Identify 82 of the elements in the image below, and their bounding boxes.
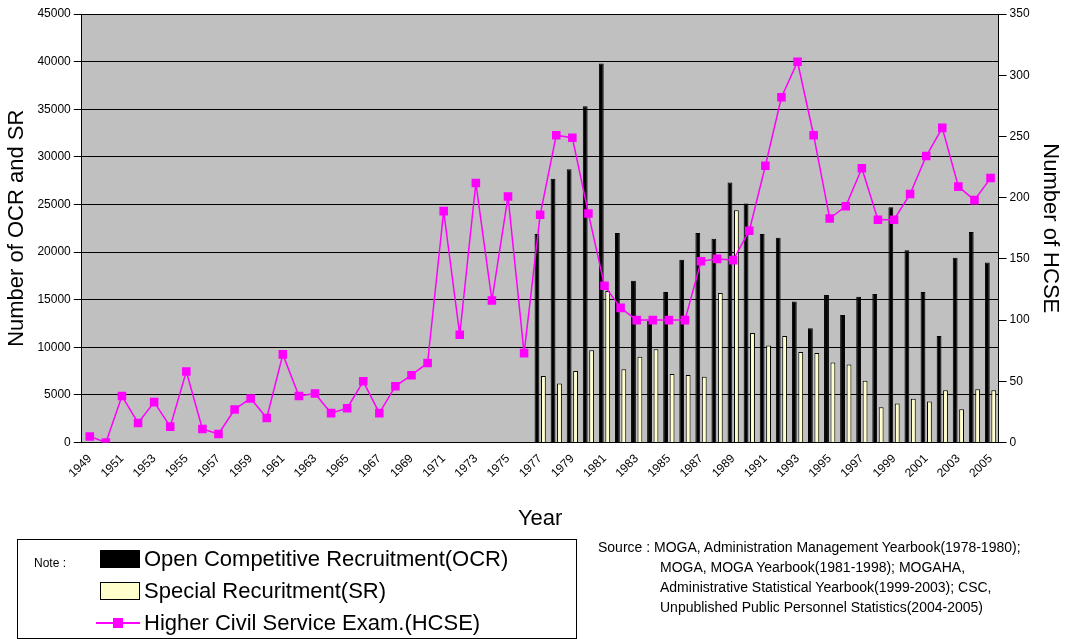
point xyxy=(375,408,384,418)
point xyxy=(744,226,754,236)
point xyxy=(889,215,899,224)
x-axis-title: Year xyxy=(517,504,563,530)
y2-tick-label: 150 xyxy=(1009,251,1030,266)
y-tick-label: 10000 xyxy=(37,339,72,354)
y2-tick-label: 50 xyxy=(1009,373,1024,388)
point xyxy=(117,391,127,401)
point xyxy=(503,192,513,201)
point xyxy=(712,254,722,264)
point xyxy=(278,350,288,359)
y2-tick-label: 350 xyxy=(1009,6,1030,21)
y-tick-label: 25000 xyxy=(37,196,72,211)
point xyxy=(407,370,416,380)
point xyxy=(648,315,658,325)
point xyxy=(616,303,625,313)
point xyxy=(825,214,834,223)
point xyxy=(905,189,915,199)
point xyxy=(970,195,979,205)
point xyxy=(664,315,674,325)
point xyxy=(230,405,239,414)
point xyxy=(857,163,867,173)
legend-title: Note : xyxy=(34,556,67,570)
point xyxy=(342,403,352,413)
y2-tick-label: 300 xyxy=(1009,67,1030,82)
y-tick-label: 20000 xyxy=(37,244,72,259)
point xyxy=(777,92,786,102)
point xyxy=(954,182,963,191)
y-tick-label: 45000 xyxy=(37,6,72,21)
point xyxy=(246,394,255,403)
y-tick-label: 40000 xyxy=(37,53,72,68)
point xyxy=(696,257,706,266)
legend-label: Special Recuritment(SR) xyxy=(144,578,387,604)
point xyxy=(455,330,465,340)
y-tick-label: 0 xyxy=(64,434,72,449)
y-tick-label: 35000 xyxy=(37,101,72,116)
point xyxy=(600,281,609,291)
point xyxy=(423,358,432,368)
point xyxy=(487,296,497,305)
point xyxy=(551,130,561,140)
y2-tick-label: 250 xyxy=(1009,128,1030,143)
point xyxy=(326,408,336,418)
point xyxy=(986,173,995,183)
point xyxy=(921,151,931,161)
point xyxy=(938,123,947,133)
point xyxy=(809,130,818,140)
point xyxy=(165,422,175,431)
y2-tick-label: 200 xyxy=(1009,189,1030,204)
point xyxy=(873,215,883,224)
point xyxy=(471,178,481,188)
point xyxy=(519,348,529,358)
point xyxy=(85,432,95,441)
point xyxy=(535,210,545,220)
point xyxy=(198,424,207,434)
y-tick-label: 5000 xyxy=(44,387,72,402)
y2-tick-label: 100 xyxy=(1009,312,1030,327)
y2-axis-title: Number of HCSE xyxy=(1038,143,1064,314)
point xyxy=(262,413,272,423)
point xyxy=(761,161,770,171)
point xyxy=(568,133,577,142)
point xyxy=(391,381,400,391)
legend-label: Open Competitive Recruitment(OCR) xyxy=(144,546,509,572)
point xyxy=(133,418,143,428)
point xyxy=(214,429,223,439)
point xyxy=(841,201,851,211)
point xyxy=(584,209,593,218)
point xyxy=(310,389,320,398)
point xyxy=(728,255,738,265)
y2-tick-label: 0 xyxy=(1009,434,1017,449)
y-tick-label: 15000 xyxy=(37,292,72,307)
point xyxy=(358,377,368,386)
point xyxy=(793,57,802,67)
legend-label: Higher Civil Service Exam.(HCSE) xyxy=(144,610,481,636)
source-note: Source : MOGA, Administration Management Yearbook(1978-1980); MOGA, MOGA Yearbook(1981-1998); MOGAHA, Administrative Statistical Yearbook(1999-2003); CSC, Unpublished Public Personnel Statistics(2004-2005) xyxy=(598,538,1022,617)
y-tick-label: 30000 xyxy=(37,149,72,164)
y-axis-title: Number of OCR and SR xyxy=(3,109,29,347)
point xyxy=(680,315,690,325)
point xyxy=(182,367,191,376)
point xyxy=(294,391,304,401)
point xyxy=(149,397,159,407)
point xyxy=(632,315,641,325)
point xyxy=(439,206,448,216)
